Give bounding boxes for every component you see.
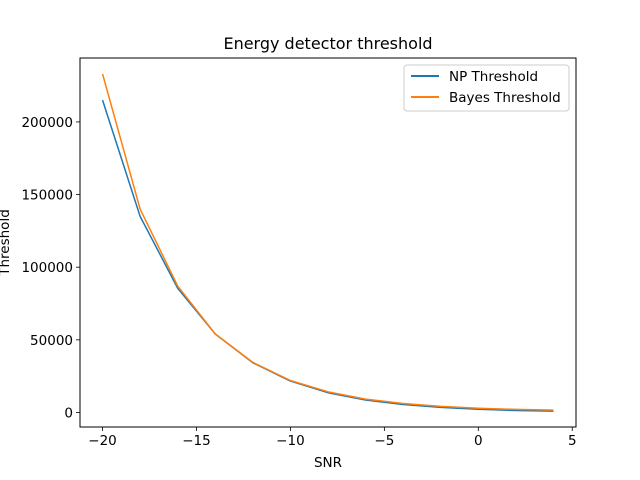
y-tick-label: 50000 bbox=[30, 333, 73, 349]
plot-frame bbox=[79, 57, 577, 428]
y-tick-label: 200000 bbox=[21, 115, 73, 131]
x-tick-label: −5 bbox=[374, 433, 394, 449]
x-tick-label: −10 bbox=[276, 433, 305, 449]
y-axis-ticks: 0 50000 100000 150000 200000 bbox=[21, 115, 80, 421]
series-line-bayes-threshold bbox=[101, 73, 554, 411]
x-tick-label: −20 bbox=[88, 433, 117, 449]
x-tick-label: 0 bbox=[474, 433, 483, 449]
x-tick-label: −15 bbox=[182, 433, 211, 449]
legend: NP Threshold Bayes Threshold bbox=[403, 64, 570, 112]
x-axis-ticks: −20 −15 −10 −5 0 5 bbox=[88, 427, 577, 449]
x-axis-label: SNR bbox=[314, 455, 342, 471]
legend-label-bayes-threshold: Bayes Threshold bbox=[449, 90, 561, 106]
y-axis-label: Threshold bbox=[0, 209, 13, 277]
chart-title: Energy detector threshold bbox=[223, 34, 432, 53]
y-tick-label: 100000 bbox=[21, 260, 73, 276]
series-line-np-threshold bbox=[101, 99, 554, 412]
series-layer bbox=[101, 73, 554, 412]
x-tick-label: 5 bbox=[568, 433, 577, 449]
y-tick-label: 150000 bbox=[21, 188, 73, 204]
y-tick-label: 0 bbox=[64, 405, 73, 421]
legend-label-np-threshold: NP Threshold bbox=[449, 69, 538, 85]
plot-area: −20 −15 −10 −5 0 5 0 50000 100000 150000 200000 bbox=[21, 57, 577, 449]
legend-box bbox=[403, 64, 570, 112]
